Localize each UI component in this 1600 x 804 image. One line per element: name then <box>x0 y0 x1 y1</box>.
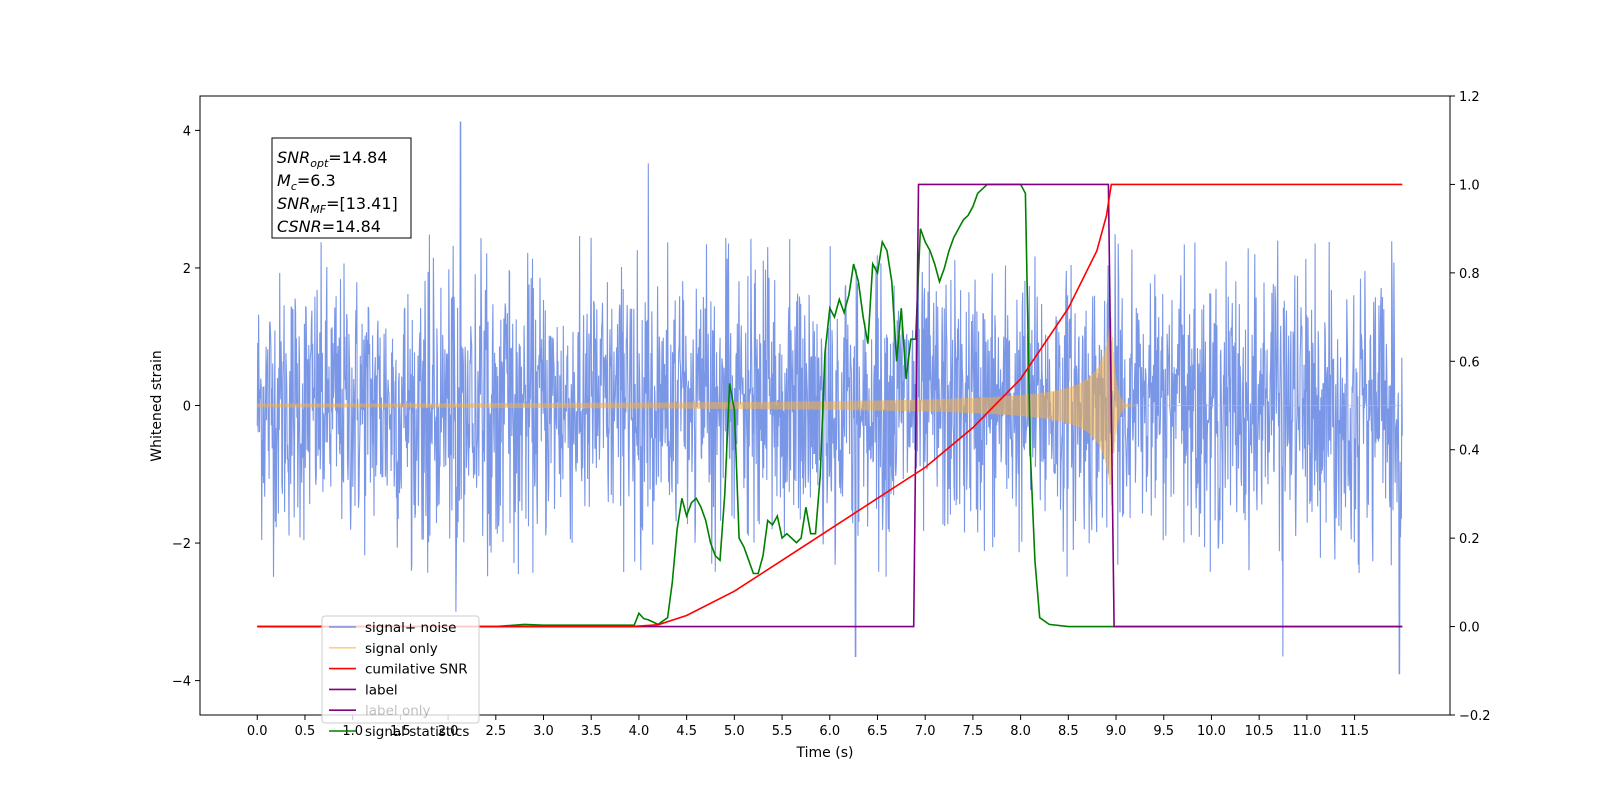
x-tick-label: 11.5 <box>1340 724 1369 739</box>
y-right-tick-label: 0.6 <box>1459 355 1480 370</box>
x-tick-label: 2.5 <box>485 724 506 739</box>
x-axis-label: Time (s) <box>796 745 854 761</box>
y-axis-left: 4 2 0 −2 −4 <box>172 124 200 690</box>
y-axis-right: 1.2 1.0 0.8 0.6 0.4 0.2 0.0 −0.2 <box>1450 90 1491 724</box>
y-axis-label-left: Whitened strain <box>149 350 165 461</box>
annotation-line: SNRMF=[13.41] <box>277 194 398 216</box>
x-tick-label: 2.0 <box>438 724 459 739</box>
x-tick-label: 10.0 <box>1197 724 1226 739</box>
plot-area <box>256 121 1403 675</box>
x-tick-label: 7.0 <box>915 724 936 739</box>
annotation-line: SNRopt=14.84 <box>277 148 388 170</box>
y-right-tick-label: 1.2 <box>1459 90 1480 105</box>
x-tick-label: 0.0 <box>247 724 268 739</box>
x-tick-label: 1.5 <box>390 724 411 739</box>
x-tick-label: 6.5 <box>867 724 888 739</box>
series-signal-only-line <box>256 317 1403 506</box>
y-right-tick-label: 1.0 <box>1459 178 1480 193</box>
y-left-tick-label: −4 <box>172 675 191 690</box>
y-left-tick-label: 2 <box>183 262 191 277</box>
legend-frame <box>321 615 480 724</box>
annotation-line: CSNR=14.84 <box>277 217 381 236</box>
legend-label: label <box>365 682 398 698</box>
legend: signal+ noise signal only cumilative SNR la… <box>321 615 480 740</box>
x-tick-label: 4.5 <box>676 724 697 739</box>
annotation-box: SNRopt=14.84Mc=6.3SNRMF=[13.41]CSNR=14.8… <box>271 137 412 239</box>
y-left-tick-label: 0 <box>183 400 191 415</box>
x-tick-label: 9.5 <box>1153 724 1174 739</box>
annotation-line: Mc=6.3 <box>277 171 336 193</box>
series-label-line <box>257 183 1403 628</box>
x-tick-label: 0.5 <box>295 724 316 739</box>
y-left-tick-label: 4 <box>183 124 191 139</box>
x-tick-label: 6.0 <box>819 724 840 739</box>
y-right-tick-label: 0.2 <box>1459 532 1480 547</box>
y-right-tick-label: 0.0 <box>1459 621 1480 636</box>
x-tick-label: 10.5 <box>1245 724 1274 739</box>
x-tick-label: 5.0 <box>724 724 745 739</box>
legend-label: signal statistics <box>365 724 469 740</box>
legend-label: signal+ noise <box>365 620 456 636</box>
x-tick-label: 5.5 <box>772 724 793 739</box>
x-tick-label: 9.0 <box>1106 724 1127 739</box>
legend-label: cumilative SNR <box>365 662 468 678</box>
legend-label: label only <box>365 703 431 719</box>
x-tick-label: 11.0 <box>1292 724 1321 739</box>
x-tick-label: 3.0 <box>533 724 554 739</box>
series-signal-noise-line <box>256 121 1403 675</box>
x-tick-label: 8.5 <box>1058 724 1079 739</box>
y-left-tick-label: −2 <box>172 537 191 552</box>
legend-label: signal only <box>365 641 438 657</box>
x-tick-label: 8.0 <box>1010 724 1031 739</box>
y-right-tick-label: 0.4 <box>1459 444 1480 459</box>
x-tick-label: 7.5 <box>963 724 984 739</box>
annotation-frame <box>271 137 412 239</box>
series-cumulative-snr-line <box>257 183 1403 628</box>
x-tick-label: 4.0 <box>629 724 650 739</box>
x-axis: 0.0 0.5 1.0 1.5 2.0 2.5 3.0 3.5 4.0 4.5 5.0 5.5 6.0 6… <box>247 715 1369 739</box>
x-tick-label: 3.5 <box>581 724 602 739</box>
y-right-tick-label: −0.2 <box>1459 709 1491 724</box>
y-right-tick-label: 0.8 <box>1459 267 1480 282</box>
